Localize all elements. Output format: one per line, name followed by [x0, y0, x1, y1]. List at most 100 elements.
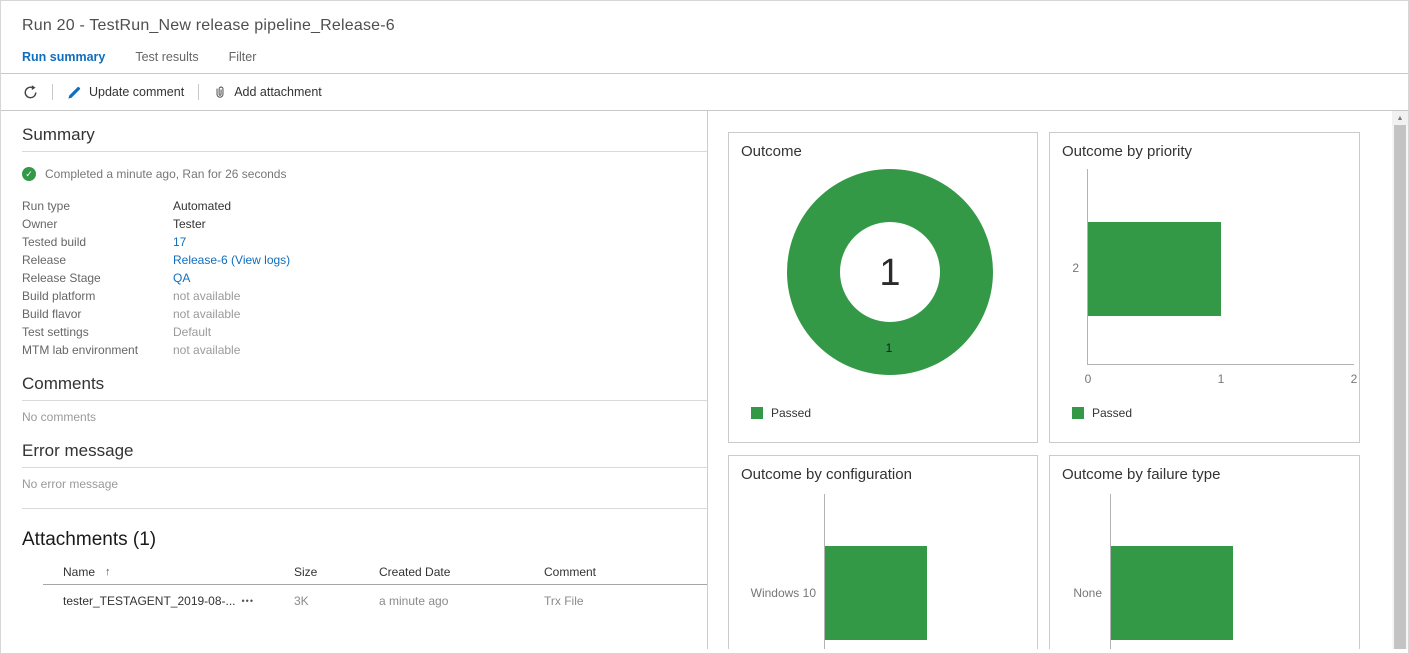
- tested-build-link[interactable]: 17: [173, 235, 187, 249]
- configuration-passed-bar: [825, 546, 927, 640]
- chart-legend: Passed: [1072, 406, 1132, 420]
- attachments-table-header: Name ↑ Size Created Date Comment: [43, 560, 707, 585]
- test-settings-value: Default: [173, 325, 212, 339]
- outcome-chart-panel: Outcome 1 1 Passed: [728, 132, 1038, 443]
- content-area: Summary ✓ Completed a minute ago, Ran fo…: [1, 111, 1408, 649]
- tab-filter[interactable]: Filter: [228, 50, 257, 64]
- run-details-pane: Summary ✓ Completed a minute ago, Ran fo…: [1, 111, 708, 649]
- page-title: Run 20 - TestRun_New release pipeline_Re…: [22, 17, 395, 34]
- donut-passed-slice: [787, 169, 993, 375]
- build-flavor-value: not available: [173, 307, 241, 321]
- owner-value: Tester: [173, 217, 206, 231]
- failure-type-bar-chart: None: [1073, 494, 1354, 649]
- outcome-chart-title: Outcome: [741, 143, 802, 160]
- section-divider: [22, 508, 707, 509]
- field-row-build-platform: Build platform not available: [22, 287, 707, 305]
- chart-legend: Passed: [751, 406, 811, 420]
- run-status-text: Completed a minute ago, Ran for 26 secon…: [45, 167, 287, 181]
- attachment-created-date: a minute ago: [379, 594, 449, 608]
- field-label: Tested build: [22, 235, 87, 249]
- refresh-icon: [23, 84, 38, 100]
- field-row-build-flavor: Build flavor not available: [22, 305, 707, 323]
- release-stage-link[interactable]: QA: [173, 271, 191, 285]
- pencil-icon: [67, 85, 82, 100]
- donut-slice-value-label: 1: [886, 341, 893, 355]
- refresh-button[interactable]: [23, 84, 38, 100]
- toolbar: Update comment Add attachment: [1, 74, 1408, 111]
- priority-category-label: 2: [1072, 261, 1079, 275]
- outcome-by-configuration-title: Outcome by configuration: [741, 466, 912, 483]
- attachment-comment: Trx File: [544, 594, 584, 608]
- donut-total-label: 1: [879, 252, 900, 294]
- field-label: Owner: [22, 217, 58, 231]
- field-label: MTM lab environment: [22, 343, 139, 357]
- field-row-mtm-lab: MTM lab environment not available: [22, 341, 707, 359]
- field-row-release-stage: Release Stage QA: [22, 269, 707, 287]
- tab-run-summary[interactable]: Run summary: [22, 50, 106, 64]
- toolbar-divider: [52, 84, 53, 100]
- run-status-row: ✓ Completed a minute ago, Ran for 26 sec…: [22, 167, 707, 181]
- completed-check-icon: ✓: [22, 167, 36, 181]
- passed-legend-swatch: [1072, 407, 1084, 419]
- passed-legend-label: Passed: [771, 406, 812, 420]
- error-message-heading: Error message: [22, 439, 707, 468]
- attachment-row[interactable]: tester_TESTAGENT_2019-08-... ••• 3K a mi…: [43, 585, 707, 617]
- summary-heading: Summary: [22, 123, 707, 152]
- x-axis-tick: 0: [1084, 372, 1092, 386]
- update-comment-button[interactable]: Update comment: [67, 85, 184, 100]
- failure-type-category-label: None: [1073, 586, 1102, 600]
- no-error-message-text: No error message: [22, 477, 119, 491]
- field-label: Test settings: [22, 325, 89, 339]
- column-header-created-date[interactable]: Created Date: [379, 565, 451, 579]
- tab-bar: Run summary Test results Filter: [1, 35, 1408, 74]
- toolbar-divider: [198, 84, 200, 100]
- column-header-size[interactable]: Size: [294, 565, 318, 579]
- field-label: Build platform: [22, 289, 96, 303]
- summary-fields: Run type Automated Owner Tester Tested b…: [22, 197, 707, 359]
- outcome-by-configuration-panel: Outcome by configuration Windows 10: [728, 455, 1038, 649]
- priority-passed-bar: [1088, 222, 1221, 316]
- field-label: Release Stage: [22, 271, 101, 285]
- column-header-comment[interactable]: Comment: [544, 565, 597, 579]
- field-row-test-settings: Test settings Default: [22, 323, 707, 341]
- vertical-scrollbar[interactable]: ▲: [1392, 111, 1408, 649]
- tab-test-results[interactable]: Test results: [135, 50, 199, 64]
- build-platform-value: not available: [173, 289, 241, 303]
- x-axis-tick: 2: [1350, 372, 1358, 386]
- page-header: Run 20 - TestRun_New release pipeline_Re…: [1, 1, 1408, 111]
- field-label: Release: [22, 253, 67, 267]
- charts-pane: Outcome 1 1 Passed Outcome by priority 2…: [708, 111, 1408, 649]
- scrollbar-thumb[interactable]: [1394, 125, 1406, 649]
- outcome-by-failure-type-title: Outcome by failure type: [1062, 466, 1221, 483]
- configuration-bar-chart: Windows 10: [751, 494, 1028, 649]
- attachment-size: 3K: [294, 594, 309, 608]
- update-comment-label: Update comment: [89, 85, 185, 99]
- field-row-release: Release Release-6 (View logs): [22, 251, 707, 269]
- run-type-value: Automated: [173, 199, 232, 213]
- outcome-by-priority-panel: Outcome by priority 2 0 1 2 Passed: [1049, 132, 1360, 443]
- configuration-category-label: Windows 10: [750, 586, 816, 600]
- column-header-name[interactable]: Name ↑: [63, 565, 294, 579]
- scroll-up-button[interactable]: ▲: [1392, 111, 1408, 126]
- outcome-by-priority-title: Outcome by priority: [1062, 143, 1193, 160]
- passed-legend-label: Passed: [1092, 406, 1133, 420]
- failure-type-passed-bar: [1111, 546, 1233, 640]
- field-label: Build flavor: [22, 307, 82, 321]
- comments-heading: Comments: [22, 372, 707, 401]
- field-row-owner: Owner Tester: [22, 215, 707, 233]
- sort-ascending-icon: ↑: [105, 566, 111, 578]
- outcome-by-failure-type-panel: Outcome by failure type None: [1049, 455, 1360, 649]
- field-row-run-type: Run type Automated: [22, 197, 707, 215]
- more-options-icon[interactable]: •••: [241, 596, 254, 606]
- attachments-table: Name ↑ Size Created Date Comment tester_…: [43, 560, 707, 617]
- paperclip-icon: [213, 85, 227, 100]
- attachment-name[interactable]: tester_TESTAGENT_2019-08-...: [63, 594, 236, 608]
- release-link[interactable]: Release-6 (View logs): [173, 253, 291, 267]
- field-row-tested-build: Tested build 17: [22, 233, 707, 251]
- priority-bar-chart: 2 0 1 2: [1072, 169, 1357, 386]
- x-axis-tick: 1: [1217, 372, 1225, 386]
- field-label: Run type: [22, 199, 71, 213]
- add-attachment-button[interactable]: Add attachment: [213, 85, 322, 100]
- add-attachment-label: Add attachment: [234, 85, 322, 99]
